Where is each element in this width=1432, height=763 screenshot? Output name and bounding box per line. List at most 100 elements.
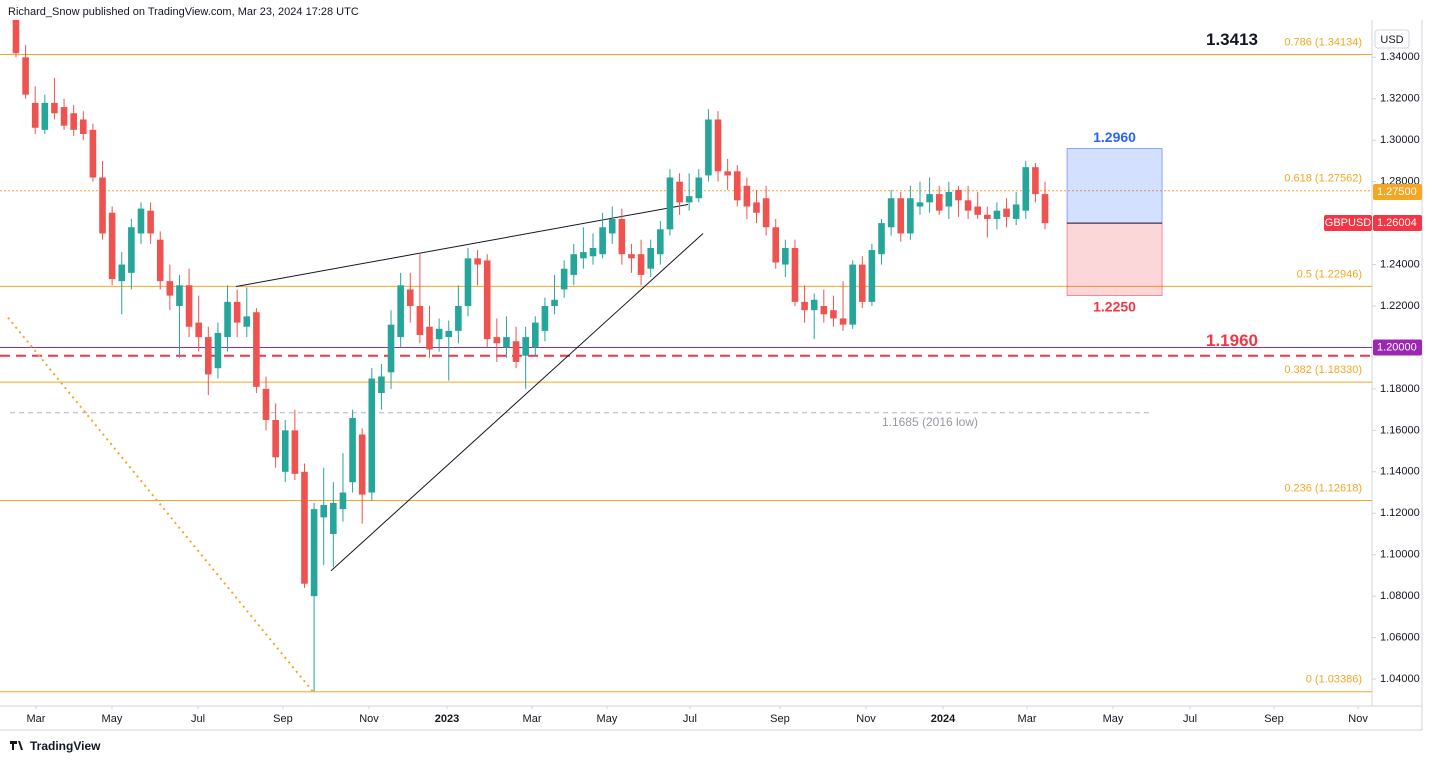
- candle-body: [70, 113, 77, 130]
- candle-body: [368, 378, 376, 493]
- y-tick-label: 1.10000: [1380, 549, 1420, 561]
- candle-body: [945, 192, 953, 207]
- symbol: GBPUSD: [1325, 217, 1372, 229]
- candle-body: [195, 322, 202, 338]
- candle-body: [503, 337, 510, 348]
- candle-body: [628, 254, 635, 259]
- candle-body: [570, 254, 578, 275]
- candle-body: [1022, 167, 1030, 211]
- candle-body: [493, 337, 501, 344]
- x-tick-label: 2024: [931, 713, 956, 725]
- currency-box[interactable]: [1374, 29, 1410, 49]
- logo: [10, 741, 23, 750]
- header: Richard_Snow published on TradingView.co…: [8, 6, 359, 18]
- currency: USD: [1380, 34, 1403, 46]
- stop-zone: [1066, 222, 1163, 296]
- candle-body: [608, 218, 616, 234]
- candle-body: [358, 434, 366, 495]
- candle-body: [839, 318, 847, 325]
- candle-body: [599, 227, 606, 255]
- candle-body: [522, 337, 529, 356]
- x-tick-label: Mar: [523, 713, 542, 725]
- candle-body: [887, 198, 895, 228]
- x-tick-label: Nov: [856, 713, 876, 725]
- candle-body: [1032, 167, 1039, 195]
- candle-body: [830, 310, 837, 319]
- candle-body: [243, 316, 251, 327]
- candle-body: [801, 301, 808, 311]
- candle-body: [512, 341, 520, 362]
- candle-body: [224, 301, 231, 338]
- candle-body: [935, 194, 943, 211]
- candle-body: [147, 210, 154, 234]
- x-tick-label: Nov: [359, 713, 379, 725]
- candle-body: [349, 417, 356, 483]
- candle-body: [926, 194, 933, 203]
- x-tick-label: 2023: [435, 713, 459, 725]
- stop-label: 1.2250: [1093, 298, 1136, 314]
- candle-body: [185, 285, 193, 327]
- fib-label: 0 (1.03386): [1306, 674, 1362, 686]
- price-label: 1.27500: [1377, 186, 1417, 198]
- candle-body: [820, 306, 828, 315]
- candle-body: [762, 198, 770, 228]
- candle-body: [580, 252, 587, 259]
- candle-body: [166, 281, 174, 296]
- candle-body: [964, 200, 972, 211]
- x-tick-label: May: [597, 713, 618, 725]
- candle-body: [531, 322, 539, 348]
- candle-body: [551, 299, 558, 307]
- fib-label: 0.236 (1.12618): [1284, 482, 1362, 494]
- candle-body: [868, 250, 876, 302]
- candle-body: [301, 471, 308, 584]
- candle-body: [589, 247, 597, 257]
- candle-body: [791, 247, 799, 302]
- trendline: [7, 316, 314, 693]
- candle-body: [1041, 194, 1049, 224]
- x-tick-label: Mar: [1018, 713, 1037, 725]
- y-tick-label: 1.30000: [1380, 134, 1420, 146]
- candle-body: [1012, 204, 1020, 219]
- candle-body: [426, 326, 433, 350]
- candle-body: [205, 337, 212, 375]
- candle-body: [378, 376, 385, 394]
- candle-body: [782, 247, 789, 265]
- candle-body: [79, 119, 87, 134]
- y-tick-label: 1.32000: [1380, 93, 1420, 105]
- fib-label: 0.618 (1.27562): [1284, 173, 1362, 185]
- support-label: 1.1685 (2016 low): [882, 415, 978, 429]
- candle-body: [878, 223, 885, 255]
- y-tick-label: 1.16000: [1380, 424, 1420, 436]
- candle-body: [907, 198, 914, 234]
- price-label: 1.26004: [1377, 217, 1417, 229]
- x-tick-label: Sep: [1264, 713, 1284, 725]
- candle-body: [435, 328, 443, 340]
- candle-body: [137, 208, 145, 234]
- candle-body: [714, 119, 722, 172]
- x-tick-label: May: [102, 713, 123, 725]
- x-tick-label: Nov: [1348, 713, 1368, 725]
- candle-body: [214, 332, 222, 369]
- candle-body: [483, 260, 491, 340]
- candle-body: [541, 306, 549, 331]
- candle-body: [89, 129, 97, 178]
- fib-label: 0.786 (1.34134): [1284, 36, 1362, 48]
- candle-body: [1003, 208, 1010, 217]
- candle-body: [984, 214, 991, 219]
- y-tick-label: 1.18000: [1380, 383, 1420, 395]
- candle-body: [695, 177, 703, 199]
- candle-body: [176, 285, 183, 307]
- candle-body: [12, 20, 20, 54]
- annotation: 1.3413: [1206, 30, 1258, 49]
- price-label: 1.20000: [1377, 341, 1417, 353]
- candle-body: [262, 388, 270, 420]
- candle-body: [993, 210, 1001, 219]
- candle-body: [156, 239, 164, 282]
- candle-body: [657, 229, 664, 255]
- candle-body: [387, 324, 395, 373]
- candle-body: [253, 312, 260, 387]
- candle-body: [753, 202, 760, 213]
- candle-body: [416, 306, 424, 336]
- candle-body: [810, 299, 818, 311]
